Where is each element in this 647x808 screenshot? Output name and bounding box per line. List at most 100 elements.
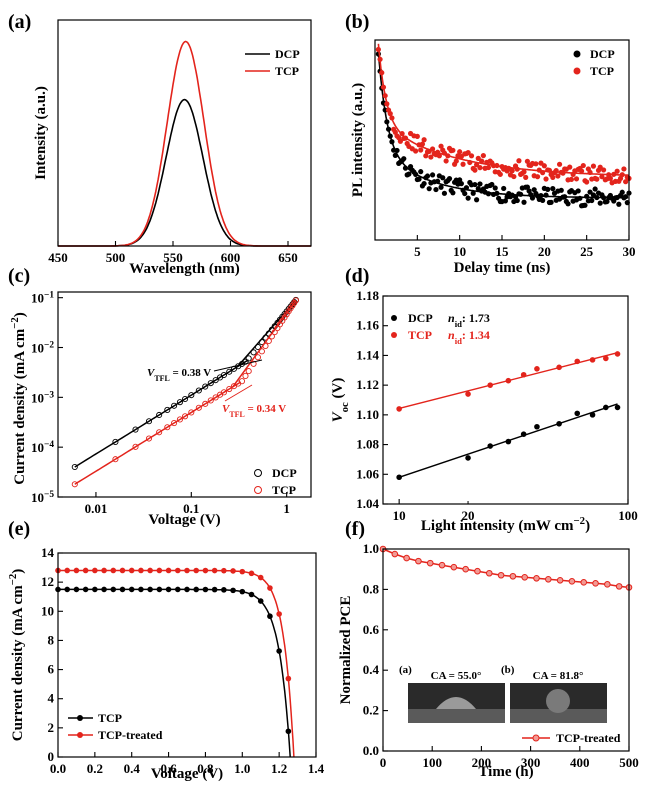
- y-tick-label-e: 8: [48, 632, 55, 647]
- x-tick-label-c: 0.1: [183, 501, 199, 516]
- data-point-DCP: [465, 195, 471, 201]
- y-axis-label-d: Voc (V): [330, 378, 351, 423]
- data-point-DCP: [474, 197, 480, 203]
- data-point-TCP: [145, 435, 153, 442]
- y-axis-label-e-part: ): [10, 569, 26, 574]
- series-line-TCP: [58, 40, 311, 247]
- data-point-TCP-treated: [211, 567, 218, 574]
- y-tick-label-f: 0.6: [363, 622, 380, 637]
- data-point-TCP: [202, 400, 209, 407]
- data-point-DCP: [421, 180, 427, 187]
- y-tick-label-d: 1.06: [356, 466, 379, 481]
- fit-line-ohmic-TCP: [74, 381, 241, 485]
- data-point-TCP: [276, 648, 282, 654]
- y-tick-label-d: 1.12: [356, 377, 379, 392]
- data-point-DCP: [584, 193, 590, 199]
- annotation-vtfl-dcp-part: = 0.38 V: [170, 367, 212, 379]
- data-point-TCP: [601, 167, 607, 173]
- x-tick-label-f: 0: [380, 755, 387, 770]
- data-point-TCP: [257, 598, 264, 604]
- data-point-DCP: [458, 181, 464, 187]
- data-point-TCP: [202, 586, 209, 593]
- data-point-DCP: [472, 181, 478, 188]
- data-point-TCP-treated: [521, 573, 528, 581]
- data-point-DCP: [501, 185, 507, 192]
- data-point-DCP: [195, 387, 202, 394]
- legend-nid-DCP: nid: 1.73: [448, 311, 490, 329]
- data-point-DCP: [589, 197, 595, 204]
- data-point-TCP: [171, 419, 178, 427]
- data-point-TCP-treated: [239, 568, 246, 575]
- data-point-DCP: [548, 199, 554, 205]
- fit-line-ohmic-DCP: [74, 359, 249, 468]
- data-point-TCP: [436, 153, 442, 159]
- data-point-TCP: [621, 166, 627, 172]
- data-point-TCP-treated: [221, 567, 227, 574]
- data-point-TCP-treated: [462, 565, 469, 573]
- legend-label-DCP: DCP: [590, 47, 615, 61]
- data-point-DCP: [71, 463, 78, 471]
- data-point-DCP: [132, 426, 139, 433]
- data-point-TCP-treated: [509, 572, 517, 580]
- data-point-DCP: [207, 380, 214, 387]
- data-point-TCP: [92, 586, 98, 593]
- data-point-TCP: [418, 147, 424, 153]
- y-tick-label-c: 10−3: [31, 390, 54, 405]
- x-tick-label-a: 600: [221, 250, 241, 265]
- legend-marker-TCP: [573, 67, 581, 75]
- data-point-DCP: [489, 181, 495, 188]
- data-point-DCP: [597, 200, 603, 206]
- data-point-TCP-treated: [615, 583, 623, 590]
- data-point-TCP: [584, 179, 590, 185]
- x-tick-label-a: 450: [48, 250, 68, 265]
- x-tick-label-c: 1: [283, 501, 290, 516]
- data-point-TCP: [578, 168, 585, 174]
- data-point-TCP: [599, 174, 605, 180]
- x-tick-label-b: 20: [538, 244, 551, 259]
- data-point-TCP: [221, 587, 227, 593]
- plot-frame-c: [57, 291, 312, 498]
- data-point-TCP: [438, 143, 444, 149]
- legend-label-TCP-treated: TCP-treated: [556, 731, 621, 745]
- data-point-DCP: [465, 455, 471, 461]
- data-point-DCP: [418, 169, 424, 175]
- data-point-TCP: [555, 173, 561, 179]
- data-point-TCP-treated: [592, 580, 599, 587]
- data-point-TCP: [242, 372, 249, 379]
- data-point-TCP-treated: [426, 559, 434, 567]
- legend-label-DCP: DCP: [272, 466, 297, 480]
- data-point-DCP: [545, 186, 551, 192]
- x-axis-label-c: Voltage (V): [148, 512, 220, 528]
- data-point-TCP: [594, 176, 600, 182]
- data-point-TCP: [396, 406, 402, 412]
- data-point-TCP-treated: [128, 567, 135, 574]
- x-axis-label-e: Voltage (V): [151, 766, 223, 782]
- data-point-TCP-treated: [267, 585, 273, 591]
- y-tick-label-d: 1.18: [356, 288, 379, 303]
- annotation-vtfl-dcp-part: TFL: [154, 374, 169, 383]
- data-point-TCP-treated: [403, 554, 410, 562]
- data-point-TCP: [472, 167, 478, 173]
- data-point-DCP: [587, 189, 593, 195]
- chart-e: 0.0 0.2 0.4 0.6 0.8 1.0 1.2 1.4 0 2 4 6 8 10 12 14 Volta…: [7, 518, 325, 782]
- data-point-TCP: [164, 424, 171, 431]
- y-axis-label-e-part: Current density (mA cm: [10, 585, 26, 741]
- data-point-TCP: [182, 413, 189, 420]
- legend-nid-TCP-part: id: [455, 336, 462, 346]
- x-tick-label-f: 400: [570, 755, 590, 770]
- data-point-DCP: [534, 423, 540, 430]
- x-axis-label-d-part: −2: [574, 515, 586, 527]
- data-point-TCP: [188, 409, 195, 416]
- legend-label-TCP: TCP: [408, 328, 432, 342]
- data-point-DCP: [502, 198, 508, 204]
- plot-frame-f: [382, 548, 630, 752]
- data-point-DCP: [592, 186, 598, 192]
- y-tick-label-e: 6: [48, 662, 55, 677]
- data-point-TCP: [176, 416, 183, 423]
- data-point-TCP: [485, 164, 492, 171]
- data-point-TCP: [428, 154, 434, 160]
- data-point-TCP-treated: [568, 578, 576, 585]
- data-point-TCP-treated: [156, 567, 163, 574]
- data-point-DCP: [212, 377, 219, 384]
